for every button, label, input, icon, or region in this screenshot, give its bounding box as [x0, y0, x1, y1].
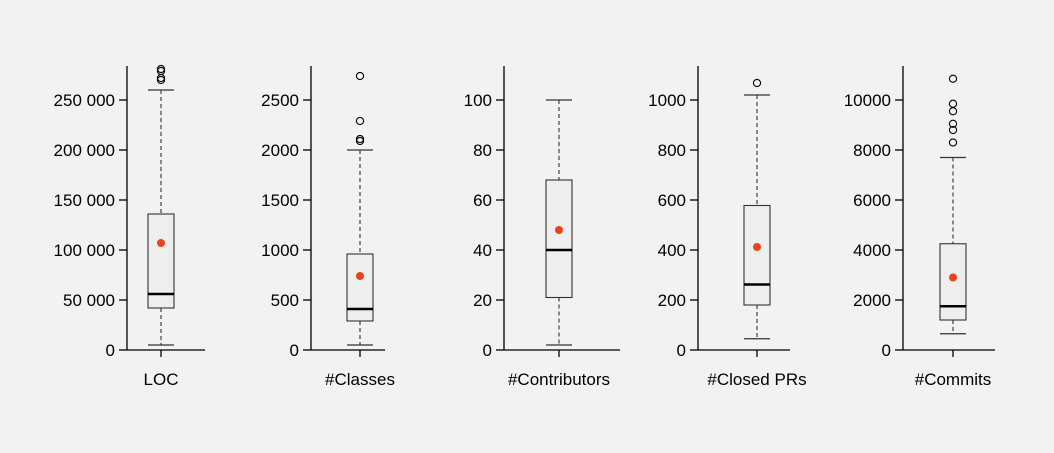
- outlier-point: [949, 108, 956, 115]
- iqr-box: [546, 180, 572, 298]
- y-tick-label: 8000: [853, 141, 891, 160]
- y-tick-label: 1000: [648, 91, 686, 110]
- y-tick-label: 80: [473, 141, 492, 160]
- boxplot-panel-2: 0 500 1000 1500 2000 2500 #Classes: [261, 66, 395, 389]
- x-axis-label: #Contributors: [508, 370, 610, 389]
- y-tick-label: 800: [658, 141, 686, 160]
- y-tick-label: 1000: [261, 241, 299, 260]
- boxplot-panel-4: 0 200 400 600 800 1000 #Closed PRs: [648, 66, 806, 389]
- y-tick-label: 1500: [261, 191, 299, 210]
- y-tick-label: 20: [473, 291, 492, 310]
- boxplot-panel-1: 0 50 000 100 000 150 000 200 000 250 000 LOC: [54, 65, 205, 389]
- y-tick-label: 0: [483, 341, 492, 360]
- y-tick-label: 400: [658, 241, 686, 260]
- mean-point: [949, 274, 957, 282]
- y-tick-label: 250 000: [54, 91, 115, 110]
- outlier-point: [949, 139, 956, 146]
- y-tick-label: 2500: [261, 91, 299, 110]
- y-tick-label: 0: [882, 341, 891, 360]
- mean-point: [753, 243, 761, 251]
- y-tick-label: 2000: [853, 291, 891, 310]
- outlier-point: [356, 72, 363, 79]
- y-tick-label: 0: [677, 341, 686, 360]
- x-axis-label: #Classes: [325, 370, 395, 389]
- y-tick-label: 200: [658, 291, 686, 310]
- y-tick-label: 100: [464, 91, 492, 110]
- outlier-point: [356, 117, 363, 124]
- y-tick-label: 0: [106, 341, 115, 360]
- y-tick-label: 40: [473, 241, 492, 260]
- x-axis-label: #Closed PRs: [707, 370, 806, 389]
- outlier-point: [949, 75, 956, 82]
- y-tick-label: 2000: [261, 141, 299, 160]
- x-axis-label: #Commits: [915, 370, 992, 389]
- iqr-box: [347, 254, 373, 321]
- mean-point: [356, 272, 364, 280]
- boxplot-panel-3: 0 20 40 60 80 100 #Contributors: [464, 66, 620, 389]
- y-tick-label: 150 000: [54, 191, 115, 210]
- iqr-box: [744, 206, 770, 306]
- y-tick-label: 500: [271, 291, 299, 310]
- y-tick-label: 100 000: [54, 241, 115, 260]
- mean-point: [157, 239, 165, 247]
- y-tick-label: 60: [473, 191, 492, 210]
- outlier-point: [753, 79, 760, 86]
- mean-point: [555, 226, 563, 234]
- y-tick-label: 0: [290, 341, 299, 360]
- iqr-box: [940, 244, 966, 320]
- y-tick-label: 10000: [844, 91, 891, 110]
- outlier-point: [949, 100, 956, 107]
- y-tick-label: 50 000: [63, 291, 115, 310]
- y-tick-label: 6000: [853, 191, 891, 210]
- y-tick-label: 4000: [853, 241, 891, 260]
- y-tick-label: 200 000: [54, 141, 115, 160]
- x-axis-label: LOC: [144, 370, 179, 389]
- boxplot-panel-5: 0 2000 4000 6000 8000 10000 #Commits: [844, 66, 995, 389]
- y-tick-label: 600: [658, 191, 686, 210]
